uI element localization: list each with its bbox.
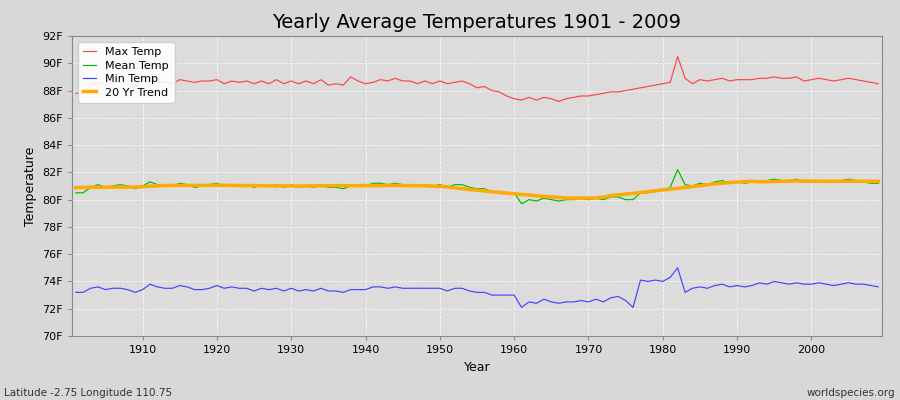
Max Temp [606, 90, 616, 94]
Min Temp [130, 290, 140, 295]
Y-axis label: Temperature: Temperature [23, 146, 37, 226]
Max Temp [130, 84, 140, 89]
20 Yr Trend [293, 184, 304, 188]
Max Temp [501, 94, 512, 98]
Mean Temp [293, 185, 304, 190]
Mean Temp [873, 181, 884, 186]
20 Yr Trend [873, 179, 884, 184]
Min Temp [508, 293, 519, 298]
Title: Yearly Average Temperatures 1901 - 2009: Yearly Average Temperatures 1901 - 2009 [273, 13, 681, 32]
Min Temp [873, 284, 884, 289]
Mean Temp [338, 186, 348, 191]
Min Temp [606, 296, 616, 300]
20 Yr Trend [784, 179, 795, 184]
Text: Latitude -2.75 Longitude 110.75: Latitude -2.75 Longitude 110.75 [4, 388, 173, 398]
Line: Mean Temp: Mean Temp [76, 170, 878, 204]
Max Temp [338, 83, 348, 88]
Min Temp [517, 305, 527, 310]
Max Temp [672, 54, 683, 59]
20 Yr Trend [338, 183, 348, 188]
Max Temp [873, 81, 884, 86]
Line: Max Temp: Max Temp [76, 56, 878, 102]
Min Temp [501, 293, 512, 298]
Mean Temp [70, 190, 81, 195]
20 Yr Trend [130, 185, 140, 190]
Legend: Max Temp, Mean Temp, Min Temp, 20 Yr Trend: Max Temp, Mean Temp, Min Temp, 20 Yr Tre… [77, 42, 175, 103]
Min Temp [338, 290, 348, 295]
Max Temp [554, 99, 564, 104]
Min Temp [293, 289, 304, 294]
Max Temp [508, 96, 519, 101]
20 Yr Trend [70, 185, 81, 190]
20 Yr Trend [606, 193, 616, 198]
Mean Temp [508, 190, 519, 195]
20 Yr Trend [508, 191, 519, 196]
20 Yr Trend [501, 191, 512, 196]
20 Yr Trend [576, 196, 587, 200]
Max Temp [70, 91, 81, 96]
Text: worldspecies.org: worldspecies.org [807, 388, 896, 398]
Mean Temp [130, 186, 140, 191]
Line: Min Temp: Min Temp [76, 268, 878, 307]
X-axis label: Year: Year [464, 360, 490, 374]
Mean Temp [606, 194, 616, 199]
Mean Temp [672, 167, 683, 172]
Mean Temp [501, 190, 512, 195]
Max Temp [293, 81, 304, 86]
Min Temp [70, 290, 81, 295]
Min Temp [672, 266, 683, 270]
Line: 20 Yr Trend: 20 Yr Trend [76, 181, 878, 198]
Mean Temp [517, 201, 527, 206]
